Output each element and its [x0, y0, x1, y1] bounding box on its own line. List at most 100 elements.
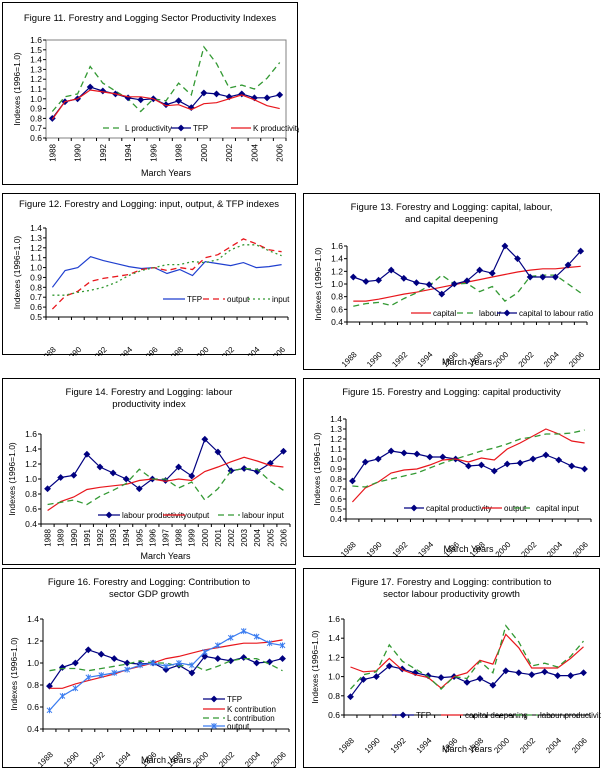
data-point-marker [554, 672, 562, 680]
data-point-marker [359, 676, 367, 683]
data-point-marker [110, 655, 118, 663]
x-tick-label: 1994 [115, 345, 134, 356]
data-point-marker [137, 96, 145, 104]
x-tick-label: 1998 [166, 345, 185, 356]
y-tick-label: 1.4 [27, 614, 39, 624]
data-point-marker [240, 654, 248, 661]
data-point-marker [502, 667, 510, 675]
figure-14-panel: Figure 14. Forestry and Logging: labour … [2, 378, 296, 565]
y-tick-label: 1.4 [330, 414, 342, 424]
data-point-marker [99, 87, 107, 95]
data-point-marker [111, 669, 118, 676]
data-point-marker [516, 459, 524, 467]
x-tick-label: 2002 [227, 528, 236, 546]
data-point-marker [476, 266, 484, 274]
chart-title: Figure 14. Forestry and Logging: labour … [65, 387, 233, 410]
y-tick-label: 1.0 [30, 263, 42, 273]
x-tick-label: 1994 [415, 736, 434, 755]
data-point-marker [57, 474, 65, 481]
data-point-marker [488, 269, 496, 277]
x-axis-label: March Years [141, 755, 192, 765]
data-point-marker [541, 668, 549, 676]
series-line-k-productivity [51, 89, 280, 120]
data-point-marker [177, 124, 185, 132]
data-point-marker [263, 94, 271, 102]
x-tick-label: 2000 [191, 750, 210, 769]
y-tick-label: 0.9 [30, 104, 42, 114]
data-point-marker [555, 456, 563, 464]
x-tick-label: 1990 [365, 350, 384, 369]
legend-label: L contribution [227, 714, 275, 723]
x-tick-label: 2002 [217, 750, 236, 769]
data-point-marker [413, 279, 420, 287]
x-tick-label: 1992 [99, 143, 108, 161]
data-point-marker [279, 642, 286, 649]
chart-title: Figure 16. Forestry and Logging: Contrib… [47, 577, 251, 600]
x-tick-label: 1994 [114, 750, 133, 769]
y-tick-label: 1.1 [30, 84, 42, 94]
legend-label: capital productivity [426, 504, 492, 513]
data-point-marker [46, 707, 53, 714]
y-tick-label: 1.3 [30, 233, 42, 243]
y-tick-label: 0.4 [27, 724, 39, 734]
x-tick-label: 1992 [390, 540, 409, 558]
x-tick-label: 2006 [269, 750, 288, 769]
series-line-capital-deepening [350, 633, 584, 689]
y-axis-label: Indexes (1996=1.0) [313, 247, 323, 321]
x-tick-label: 1992 [389, 736, 408, 755]
data-point-marker [188, 669, 196, 677]
data-point-marker [526, 273, 534, 281]
data-point-marker [201, 649, 208, 655]
x-tick-label: 2002 [225, 143, 234, 161]
x-tick-label: 1990 [74, 143, 83, 161]
y-tick-label: 0.9 [330, 464, 342, 474]
legend-label: output [187, 511, 210, 520]
data-point-marker [349, 477, 356, 485]
x-tick-label: 2002 [518, 736, 537, 755]
y-tick-label: 0.7 [30, 123, 42, 133]
x-tick-label: 1994 [122, 528, 131, 546]
data-point-marker [105, 511, 113, 519]
data-point-marker [98, 672, 105, 679]
data-point-marker [109, 469, 117, 477]
x-tick-label: 2000 [494, 540, 513, 558]
data-point-marker [477, 461, 485, 469]
y-tick-label: 0.4 [25, 519, 37, 529]
x-tick-label: 1988 [337, 736, 356, 755]
x-tick-label: 1996 [141, 345, 160, 356]
data-point-marker [253, 633, 260, 640]
data-point-marker [529, 455, 537, 463]
data-point-marker [276, 91, 284, 99]
x-tick-label: 2002 [517, 350, 536, 369]
data-point-marker [211, 723, 217, 729]
y-axis-label: Indexes (1996=1.0) [7, 442, 17, 516]
legend-label: labour [479, 309, 502, 318]
y-tick-label: 1.0 [331, 279, 343, 289]
x-axis-label: March Years [442, 744, 493, 754]
data-point-marker [387, 447, 395, 455]
x-tick-label: 2004 [544, 736, 563, 755]
data-point-marker [72, 685, 79, 692]
data-point-marker [528, 671, 536, 679]
y-tick-label: 1.0 [330, 454, 342, 464]
y-tick-label: 0.7 [330, 484, 342, 494]
x-tick-label: 2004 [542, 350, 561, 369]
y-tick-label: 1.5 [30, 45, 42, 55]
legend-label: K productivity [253, 124, 299, 133]
y-tick-label: 1.1 [30, 253, 42, 263]
x-tick-label: 2006 [268, 345, 287, 356]
x-tick-label: 1999 [188, 528, 197, 546]
series-line-output [51, 238, 282, 310]
x-axis-label: March Years [140, 551, 191, 561]
data-point-marker [551, 273, 559, 281]
y-tick-label: 1.6 [30, 35, 42, 45]
data-point-marker [361, 458, 369, 466]
y-tick-label: 1.2 [331, 266, 343, 276]
y-tick-label: 0.8 [30, 282, 42, 292]
x-tick-label: 1990 [363, 736, 382, 755]
x-tick-label: 1991 [83, 528, 92, 546]
legend-label: K contribution [227, 705, 276, 714]
x-tick-label: 1996 [148, 528, 157, 546]
data-point-marker [250, 94, 258, 102]
data-point-marker [347, 693, 354, 701]
